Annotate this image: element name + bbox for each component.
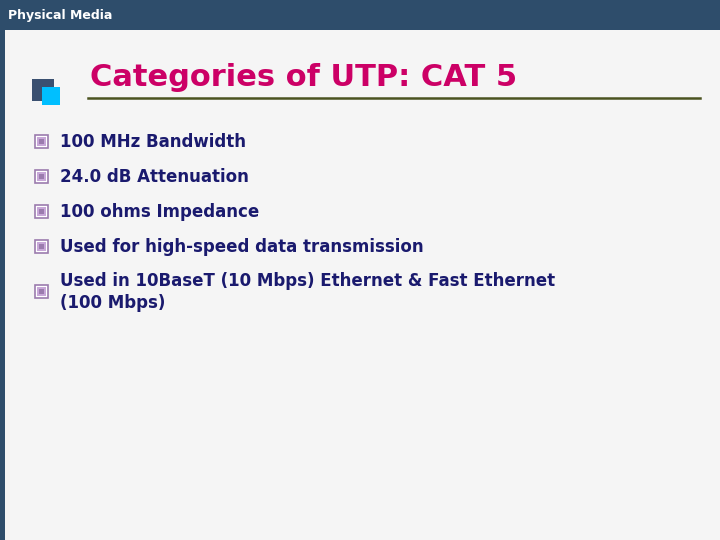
Text: Physical Media: Physical Media <box>8 9 112 22</box>
Text: 100 MHz Bandwidth: 100 MHz Bandwidth <box>60 133 246 151</box>
Bar <box>42 87 60 105</box>
Bar <box>0 30 5 540</box>
Bar <box>37 287 46 296</box>
Bar <box>37 207 46 216</box>
Text: Used for high-speed data transmission: Used for high-speed data transmission <box>60 238 423 256</box>
Text: Categories of UTP: CAT 5: Categories of UTP: CAT 5 <box>90 64 517 92</box>
Bar <box>37 172 46 181</box>
Text: 100 ohms Impedance: 100 ohms Impedance <box>60 203 259 221</box>
Bar <box>35 205 48 218</box>
Bar <box>35 240 48 253</box>
Bar <box>32 79 54 101</box>
Bar <box>37 242 46 251</box>
Bar <box>39 209 44 214</box>
Bar <box>37 137 46 146</box>
Text: Used in 10BaseT (10 Mbps) Ethernet & Fast Ethernet
(100 Mbps): Used in 10BaseT (10 Mbps) Ethernet & Fas… <box>60 272 555 312</box>
Text: 24.0 dB Attenuation: 24.0 dB Attenuation <box>60 168 249 186</box>
Bar <box>39 174 44 179</box>
Bar <box>35 170 48 183</box>
Bar <box>35 135 48 148</box>
Bar <box>39 289 44 294</box>
Bar <box>39 139 44 144</box>
Bar <box>35 285 48 298</box>
Bar <box>0 0 720 30</box>
Bar <box>39 244 44 249</box>
